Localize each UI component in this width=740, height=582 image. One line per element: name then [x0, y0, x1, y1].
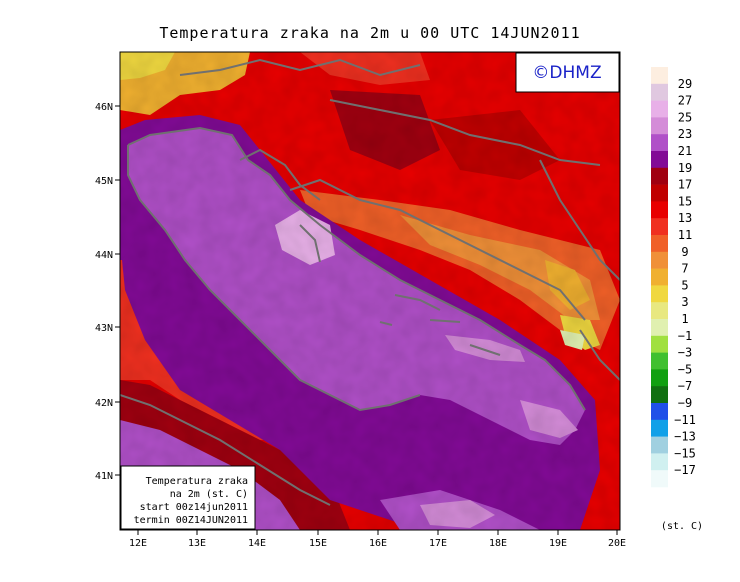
colorbar-label: −11	[674, 413, 696, 427]
island-vis	[379, 321, 393, 326]
field-texture	[120, 52, 620, 530]
lat-tick-label: 41N	[95, 471, 113, 482]
lon-tick-label: 14E	[248, 538, 266, 549]
colorbar-label: −5	[678, 362, 692, 376]
lon-tick-label: 20E	[608, 538, 626, 549]
colorbar-label: −7	[678, 379, 692, 393]
colorbar-label: 29	[678, 77, 692, 91]
colorbar-swatch	[651, 151, 668, 169]
colorbar-swatch	[651, 470, 668, 488]
colorbar-swatch	[651, 100, 668, 118]
info-line: termin 00Z14JUN2011	[134, 515, 248, 526]
colorbar-label: −13	[674, 430, 696, 444]
colorbar-swatch	[651, 235, 668, 253]
colorbar-swatch	[651, 117, 668, 135]
colorbar-label: 23	[678, 127, 692, 141]
lon-tick-label: 17E	[429, 538, 447, 549]
colorbar-label: 27	[678, 94, 692, 108]
serbia-border	[539, 159, 620, 281]
lat-tick-label: 46N	[95, 102, 113, 113]
colorbar-label: 21	[678, 144, 692, 158]
island-cres	[299, 224, 321, 263]
map-title: Temperatura zraka na 2m u 00 UTC 14JUN20…	[159, 24, 581, 42]
lat-tick-label: 44N	[95, 250, 113, 261]
colorbar-label: −9	[678, 396, 692, 410]
colorbar-swatch	[651, 67, 668, 85]
longitude-axis: 12E 13E 14E 15E 16E 17E 18E 19E 20E	[129, 530, 626, 549]
colorbar-swatch	[651, 268, 668, 286]
lat-tick-label: 45N	[95, 176, 113, 187]
colorbar-swatch	[651, 319, 668, 337]
colorbar-label: 19	[678, 161, 692, 175]
colorbar-label: 5	[681, 278, 688, 292]
croatia-hungary-border	[329, 99, 601, 166]
colorbar-swatch	[651, 218, 668, 236]
istria-coast	[239, 148, 321, 201]
lon-tick-label: 19E	[549, 538, 567, 549]
lat-tick-label: 43N	[95, 323, 113, 334]
colorbar-swatch	[651, 201, 668, 219]
colorbar-label: −15	[674, 446, 696, 460]
colorbar-label: 7	[681, 262, 688, 276]
colorbar-swatch	[651, 184, 668, 202]
colorbar-label: 25	[678, 110, 692, 124]
italy-south-coast	[120, 394, 331, 506]
island-hvar	[429, 319, 461, 323]
colorbar-swatch	[651, 134, 668, 152]
colorbar-label: −1	[678, 329, 692, 343]
colorbar-label: 9	[681, 245, 688, 259]
colorbar-label: 3	[681, 295, 688, 309]
info-box: Temperatura zraka na 2m (st. C) start 00…	[120, 465, 256, 530]
coastline-east	[127, 126, 586, 411]
lon-tick-label: 18E	[489, 538, 507, 549]
coastline-west	[127, 145, 421, 412]
colorbar-swatch	[651, 83, 668, 101]
colorbar-swatch	[651, 369, 668, 387]
island-korcula	[469, 344, 501, 356]
alps-border	[179, 58, 421, 77]
lon-tick-label: 16E	[369, 538, 387, 549]
colorbar-swatch	[651, 453, 668, 471]
island-brac	[394, 294, 441, 311]
montenegro-border	[579, 329, 620, 381]
colorbar-label: 1	[681, 312, 688, 326]
info-line: start 00z14jun2011	[140, 502, 248, 513]
lon-tick-label: 13E	[188, 538, 206, 549]
logo-text: ©DHMZ	[532, 63, 601, 83]
colorbar: 29 27 25 23 21 19 17 15 13 11 9 7 5 3 1 −1 −3 −5 −7 −9 −11 −1…	[651, 67, 696, 488]
plot-frame	[119, 51, 621, 531]
colorbar-swatch	[651, 285, 668, 303]
colorbar-swatch	[651, 302, 668, 320]
colorbar-label: 13	[678, 211, 692, 225]
colorbar-swatch	[651, 419, 668, 437]
lon-tick-label: 12E	[129, 538, 147, 549]
colorbar-swatch	[651, 403, 668, 421]
colorbar-swatch	[651, 251, 668, 269]
colorbar-swatch	[651, 386, 668, 404]
info-line: Temperatura zraka	[146, 476, 248, 487]
info-line: na 2m (st. C)	[170, 489, 248, 500]
colorbar-swatch	[651, 335, 668, 353]
colorbar-swatch	[651, 167, 668, 185]
colorbar-label: −3	[678, 346, 692, 360]
lon-tick-label: 15E	[309, 538, 327, 549]
latitude-axis: 46N 45N 44N 43N 42N 41N	[95, 102, 120, 482]
colorbar-swatch	[651, 436, 668, 454]
croatia-bosnia-border	[289, 178, 586, 321]
colorbar-swatch	[651, 352, 668, 370]
colorbar-label: 17	[678, 178, 692, 192]
dhmz-logo: ©DHMZ	[515, 52, 620, 93]
colorbar-label: 15	[678, 194, 692, 208]
colorbar-label: 11	[678, 228, 692, 242]
temperature-field	[120, 52, 620, 530]
colorbar-label: −17	[674, 463, 696, 477]
lat-tick-label: 42N	[95, 398, 113, 409]
colorbar-unit: (st. C)	[661, 521, 703, 532]
